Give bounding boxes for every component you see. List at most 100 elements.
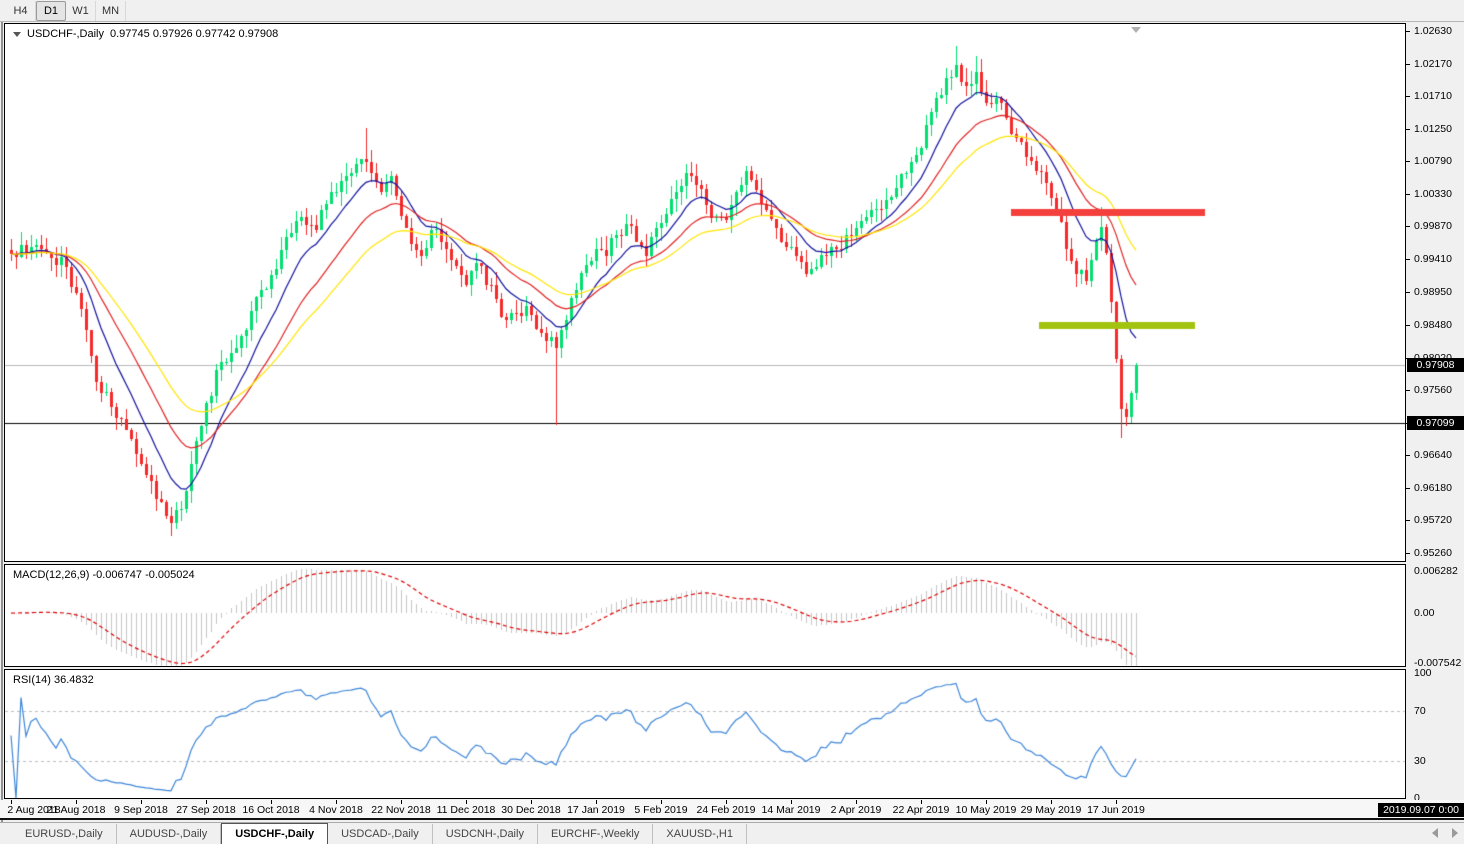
date-tick-mark [791,800,792,804]
rsi-axis-label: 70 [1414,704,1426,717]
date-tick-mark [76,800,77,804]
macd-axis-label: -0.007542 [1414,657,1462,670]
rsi-label: RSI(14) 36.4832 [13,674,94,686]
price-tick-label: 1.00790 [1414,155,1452,168]
date-tick-mark [141,800,142,804]
date-tick-mark [726,800,727,804]
chart-tab-xauusd-h1[interactable]: XAUUSD-,H1 [653,824,747,844]
timeframe-button-d1[interactable]: D1 [36,0,66,21]
date-tick-mark [596,800,597,804]
date-tick-mark [401,800,402,804]
price-tick-label: 0.98480 [1414,318,1452,331]
date-label: 2 Apr 2019 [830,804,882,816]
chart-tab-usdcnh-daily[interactable]: USDCNH-,Daily [433,824,538,844]
date-label: 22 Nov 2018 [371,804,431,816]
tab-scroll-left-icon[interactable] [1432,828,1438,838]
marked-low-price-box: 0.97099 [1407,415,1464,430]
chart-tab-eurchf-weekly[interactable]: EURCHF-,Weekly [538,824,654,844]
date-tick-mark [531,800,532,804]
price-tick-mark [1405,455,1410,457]
macd-indicator-panel: MACD(12,26,9) -0.006747 -0.005024 [4,564,1406,667]
date-tick-mark [1116,800,1117,804]
price-tick-mark [1405,487,1410,489]
price-tick-mark [1405,553,1410,554]
macd-canvas[interactable] [5,565,1405,666]
chart-ohlc-values: 0.97745 0.97926 0.97742 0.97908 [110,28,279,40]
price-tick-label: 0.95260 [1414,547,1452,559]
price-tick-label: 0.98950 [1414,285,1452,298]
date-tick-mark [856,800,857,804]
timeframe-toolbar: H4 D1 W1 MN [0,0,1464,22]
chart-tab-bar: EURUSD-,Daily AUDUSD-,Daily USDCHF-,Daily U… [0,822,1464,844]
date-label: 16 Oct 2018 [242,804,300,816]
rsi-axis-label: 0 [1414,792,1420,804]
price-tick-mark [1405,63,1410,65]
macd-axis-label: 0.00 [1414,607,1435,619]
date-label: 5 Feb 2019 [634,804,688,816]
timeframe-button-h4[interactable]: H4 [6,0,36,21]
price-tick-label: 0.99410 [1414,253,1452,266]
timeframe-button-mn[interactable]: MN [96,0,127,21]
date-label: 11 Dec 2018 [436,804,496,816]
price-tick-mark [1405,226,1410,228]
date-label: 4 Nov 2018 [309,804,363,816]
date-label: 17 Jun 2019 [1087,804,1145,816]
price-tick-mark [1405,30,1410,32]
price-tick-mark [1405,390,1410,392]
date-tick-mark [336,800,337,804]
date-label: 17 Jan 2019 [567,804,625,816]
date-tick-mark [921,800,922,804]
date-tick-mark [11,800,12,804]
timeframe-button-w1[interactable]: W1 [66,0,96,21]
price-chart-canvas[interactable] [5,24,1405,561]
price-tick-label: 1.01250 [1414,122,1452,135]
chart-dropdown-icon[interactable] [13,31,21,37]
rsi-axis-label: 100 [1414,667,1432,679]
chart-tab-audusd-daily[interactable]: AUDUSD-,Daily [117,824,222,844]
price-tick-mark [1405,357,1410,359]
chart-tab-eurusd-daily[interactable]: EURUSD-,Daily [12,824,117,844]
price-tick-mark [1405,96,1410,98]
date-tick-mark [206,800,207,804]
date-tick-mark [661,800,662,804]
chart-tab-usdcad-daily[interactable]: USDCAD-,Daily [328,824,433,844]
date-label: 30 Dec 2018 [501,804,561,816]
date-label: 21 Aug 2018 [46,804,106,816]
price-tick-mark [1405,259,1410,261]
price-tick-label: 0.97560 [1414,384,1452,397]
chart-shift-marker-icon[interactable] [1131,27,1141,33]
price-tick-label: 1.02630 [1414,24,1452,37]
rsi-axis-label: 30 [1414,754,1426,767]
rsi-canvas[interactable] [5,670,1405,798]
price-tick-label: 1.01710 [1414,90,1452,103]
window-left-edge [1,22,3,822]
price-scale[interactable]: 1.02630 1.02170 1.01710 1.01250 1.00790 1.003… [1405,23,1464,804]
date-label: 24 Feb 2019 [696,804,756,816]
tab-scroll-right-icon[interactable] [1452,828,1458,838]
rsi-indicator-panel: RSI(14) 36.4832 [4,669,1406,799]
price-tick-mark [1405,193,1410,195]
chart-symbol-label: USDCHF-,Daily [27,28,104,40]
date-label: 14 Mar 2019 [761,804,821,816]
date-label: 22 Apr 2019 [892,804,950,816]
price-tick-label: 0.95720 [1414,514,1452,527]
price-tick-mark [1405,520,1410,522]
macd-label: MACD(12,26,9) -0.006747 -0.005024 [13,569,195,581]
date-tick-mark [1051,800,1052,804]
date-tick-mark [466,800,467,804]
date-axis[interactable]: 2019.09.07 0:00 2 Aug 2018 21 Aug 2018 9 S… [0,800,1464,820]
date-tick-mark [271,800,272,804]
price-tick-mark [1405,324,1410,326]
main-chart-panel: USDCHF-,Daily 0.97745 0.97926 0.97742 0.… [4,23,1406,562]
price-tick-mark [1405,291,1410,293]
date-tick-mark [986,800,987,804]
tab-scroll-buttons [1432,828,1458,838]
date-label: 10 May 2019 [955,804,1017,816]
price-tick-mark [1405,128,1410,130]
price-tick-label: 0.96180 [1414,481,1452,494]
date-label: 27 Sep 2018 [176,804,236,816]
date-label: 9 Sep 2018 [114,804,168,816]
end-time-label: 2019.09.07 0:00 [1378,803,1464,817]
chart-tab-usdchf-daily[interactable]: USDCHF-,Daily [221,823,329,844]
price-tick-label: 1.00330 [1414,187,1452,200]
